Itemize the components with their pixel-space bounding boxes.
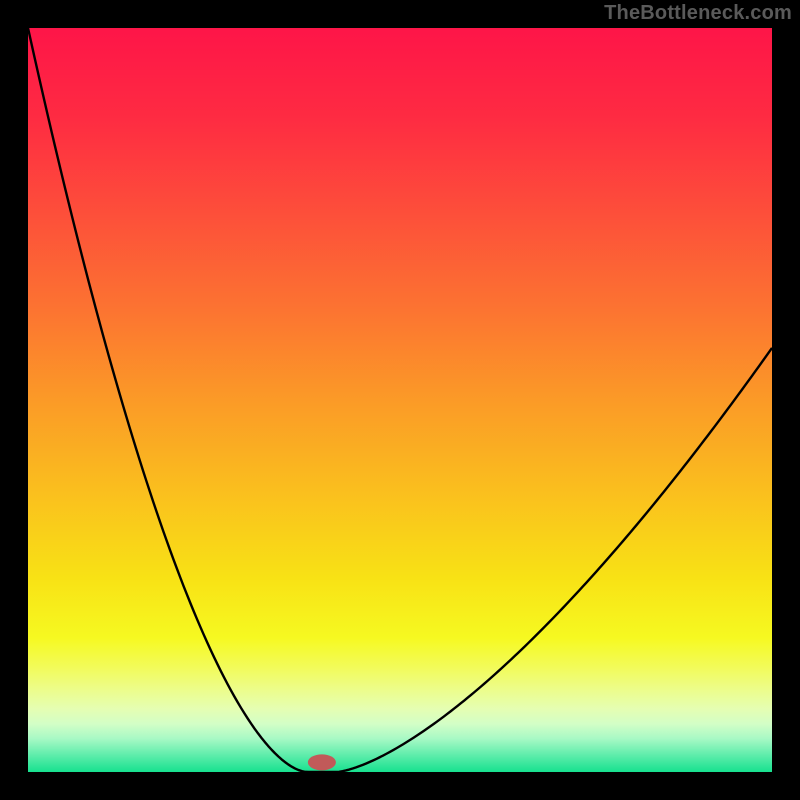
bottleneck-chart-svg — [0, 0, 800, 800]
watermark-text: TheBottleneck.com — [604, 2, 792, 25]
optimum-marker — [308, 754, 336, 770]
plot-background — [28, 28, 772, 772]
chart-container: TheBottleneck.com — [0, 0, 800, 800]
